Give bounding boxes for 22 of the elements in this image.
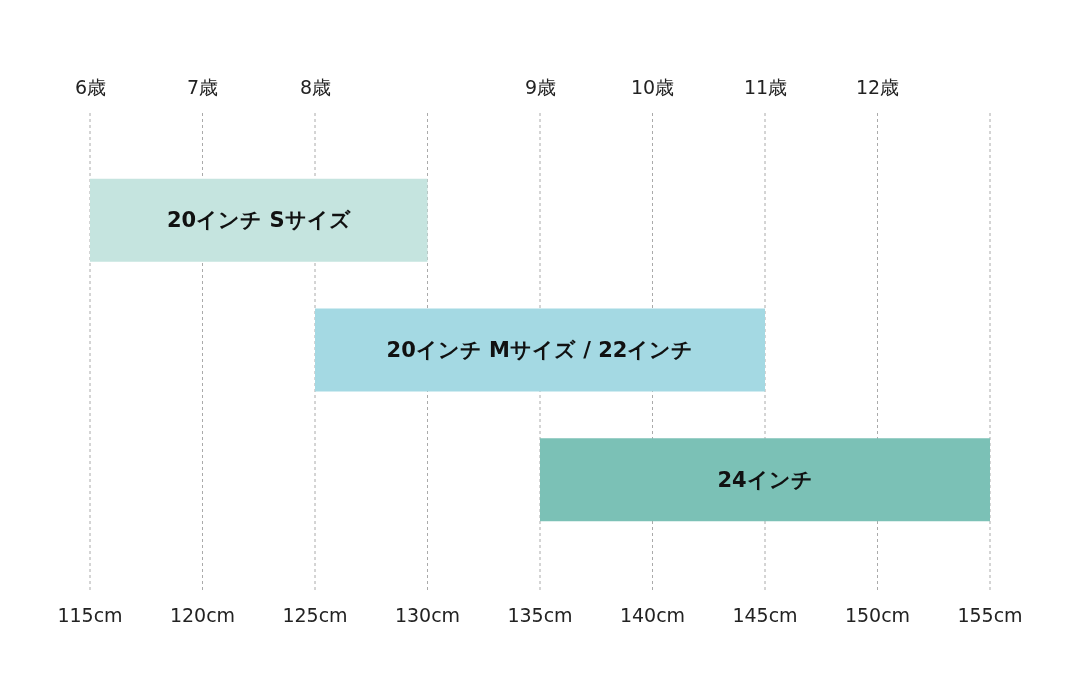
x-tick-label: 135cm <box>507 604 573 626</box>
ref-line-label: 7歳 <box>187 76 219 98</box>
ref-line-label: 6歳 <box>75 76 107 98</box>
x-tick-label: 130cm <box>394 604 461 626</box>
ref-line-label: 10歳 <box>631 76 675 98</box>
x-tick-label: 150cm <box>844 604 911 626</box>
x-tick-label: 140cm <box>619 604 686 626</box>
x-tick-label: 155cm <box>957 604 1023 626</box>
bar <box>540 438 990 522</box>
ref-line-label: 9歳 <box>525 76 557 98</box>
x-tick-label: 115cm <box>57 604 123 626</box>
bar <box>90 178 428 262</box>
y-tick-label: 24インチ <box>717 467 813 492</box>
y-tick-label: 20インチ Mサイズ / 22インチ <box>386 338 694 362</box>
x-tick-label: 145cm <box>732 604 798 626</box>
y-tick-label: 20インチ Sサイズ <box>166 208 351 233</box>
ref-line-label: 11歳 <box>744 76 788 98</box>
ref-line-label: 8歳 <box>300 76 332 98</box>
x-tick-label: 120cm <box>169 604 236 626</box>
ref-line-label: 12歳 <box>856 76 900 98</box>
bar <box>315 308 765 392</box>
x-tick-label: 125cm <box>282 604 348 626</box>
